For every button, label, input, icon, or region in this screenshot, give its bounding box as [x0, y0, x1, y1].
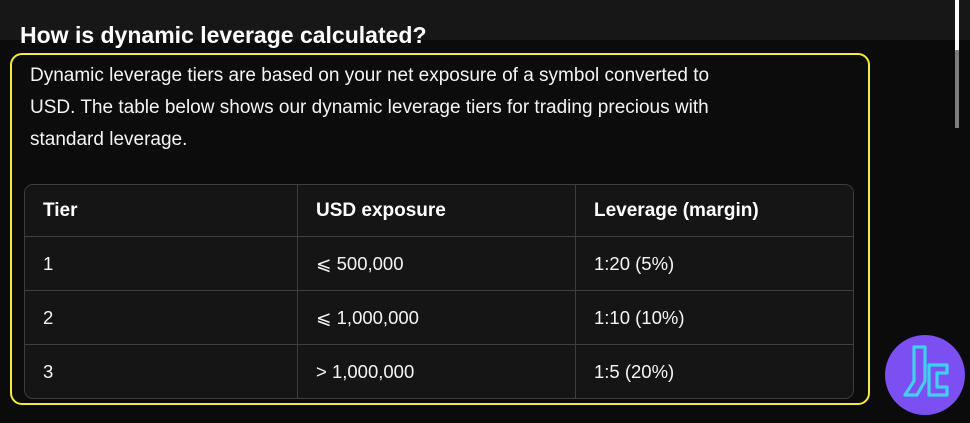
table-cell-leverage: 1:20 (5%): [576, 237, 853, 291]
table-cell-tier: 3: [25, 345, 298, 398]
table-cell-usd-exposure: ⩽ 500,000: [298, 237, 576, 291]
table-cell-leverage: 1:5 (20%): [576, 345, 853, 398]
table-cell-leverage: 1:10 (10%): [576, 291, 853, 345]
table-header-usd-exposure: USD exposure: [298, 185, 576, 237]
brand-logo-button[interactable]: [885, 335, 965, 415]
brand-logo-icon: [885, 335, 965, 415]
table-header-tier: Tier: [25, 185, 298, 237]
answer-text-line: standard leverage.: [30, 129, 188, 150]
answer-text: Dynamic leverage tiers are based on your…: [24, 60, 856, 156]
page-title: How is dynamic leverage calculated?: [20, 21, 427, 48]
question-header: [0, 0, 970, 40]
leverage-table: Tier USD exposure Leverage (margin) 1 ⩽ …: [24, 184, 854, 399]
table-header-leverage-margin: Leverage (margin): [576, 185, 853, 237]
answer-text-line: Dynamic leverage tiers are based on your…: [30, 65, 710, 86]
table-cell-tier: 2: [25, 291, 298, 345]
answer-text-line: USD. The table below shows our dynamic l…: [30, 97, 709, 118]
table-cell-tier: 1: [25, 237, 298, 291]
table-cell-usd-exposure: > 1,000,000: [298, 345, 576, 398]
answer-card: Dynamic leverage tiers are based on your…: [10, 53, 870, 405]
scrollbar-thumb[interactable]: [955, 0, 959, 50]
scrollbar-track[interactable]: [955, 0, 959, 128]
table-cell-usd-exposure: ⩽ 1,000,000: [298, 291, 576, 345]
